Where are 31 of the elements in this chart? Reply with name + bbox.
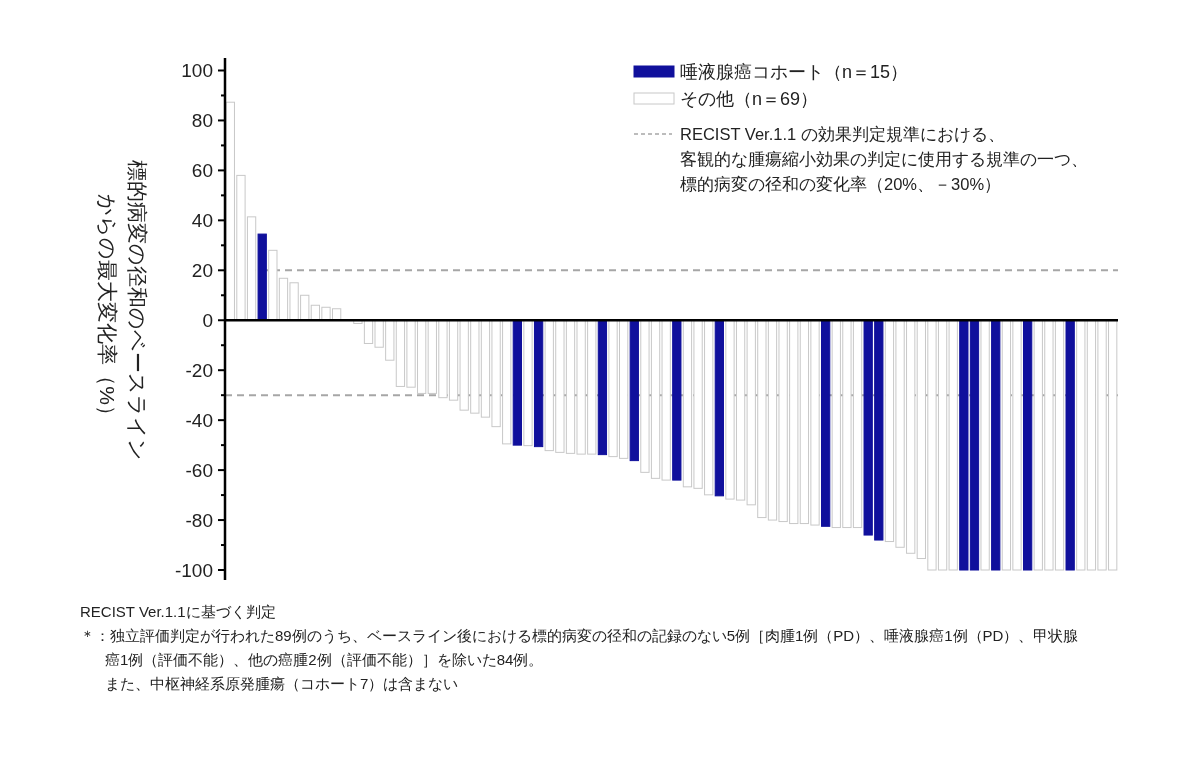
y-tick-label: 0 — [202, 309, 213, 331]
bar — [714, 319, 724, 497]
legend-label: 唾液腺癌コホート（n＝15） — [680, 62, 909, 82]
y-tick-label: -20 — [185, 359, 213, 381]
y-tick-label: -100 — [174, 559, 213, 581]
text: RECIST Ver.1.1に基づく判定 — [80, 602, 276, 622]
bar — [821, 319, 831, 527]
bar — [672, 319, 682, 481]
y-tick-label: 40 — [191, 209, 213, 231]
legend-label: RECIST Ver.1.1 の効果判定規準における、客観的な腫瘍縮小効果の判定に使用する規準の一つ、標的病変の径和の変化率（20%、－30%） — [680, 125, 1088, 193]
legend-label: その他（n＝69） — [680, 89, 819, 109]
y-tick-label: 80 — [191, 109, 213, 131]
y-tick-label: 100 — [181, 59, 213, 81]
y-axis-title: 標的病変の径和のベースラインからの最大変化率（%） — [96, 159, 149, 461]
bar — [1065, 319, 1075, 571]
y-tick-label: -40 — [185, 409, 213, 431]
bar — [257, 233, 267, 321]
y-tick-label: -60 — [185, 459, 213, 481]
text: ＊：独立評価判定が行われた89例のうち、ベースライン後における標的病変の径和の記録のない5例［肉腫1例（PD）、唾液腺癌1例（PD）、甲状腺癌1例（評価不能）、他の癌腫2例（評価不能）］を除いた84例。 — [80, 626, 1080, 670]
bar — [629, 319, 639, 462]
bar — [512, 319, 522, 446]
y-tick-label: -80 — [185, 509, 213, 531]
y-tick-label: 60 — [191, 159, 213, 181]
y-tick-label: 20 — [191, 259, 213, 281]
bar — [597, 319, 608, 456]
bar — [1022, 319, 1033, 571]
bar — [980, 319, 990, 571]
bar — [523, 319, 533, 447]
bar — [991, 319, 1001, 571]
bar — [533, 319, 544, 448]
text: また、中枢神経系原発腫瘍（コホート7）は含まない — [104, 674, 459, 694]
